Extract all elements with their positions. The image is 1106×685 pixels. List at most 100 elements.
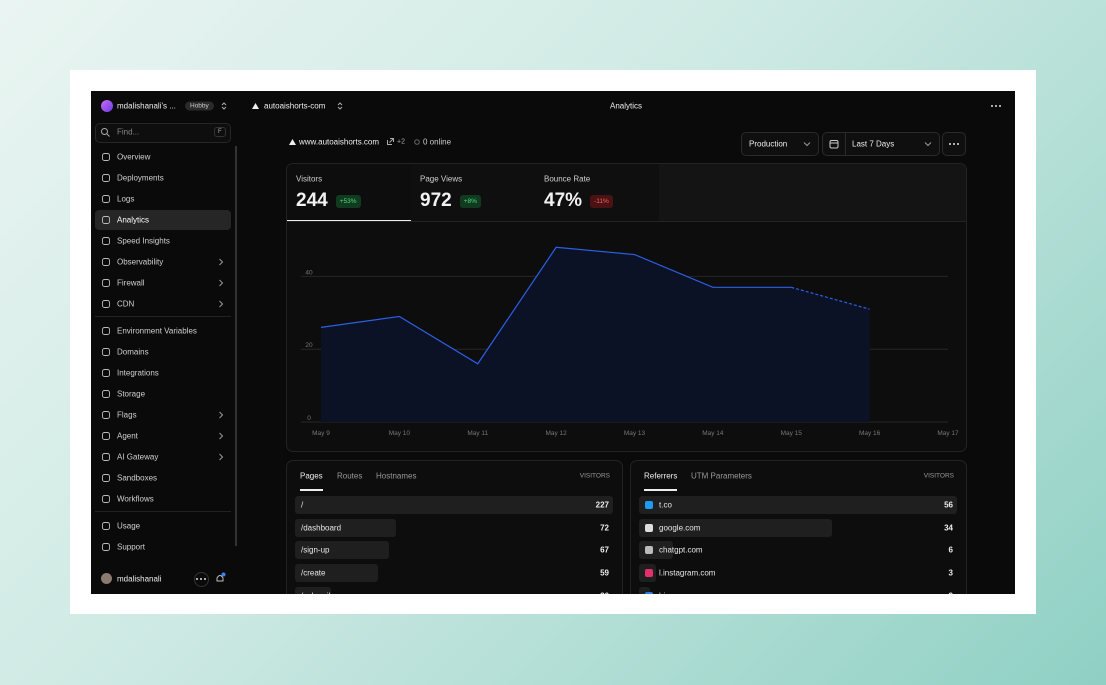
stat-value: 244 [296,190,328,211]
row-label[interactable]: t.co [659,500,672,510]
stat-tab[interactable]: Bounce Rate 47% -11% [535,164,659,221]
separator [95,316,231,317]
pages-panel: Pages Routes Hostnames VISITORS / 227/dashboa… [286,460,623,594]
icon-shape [102,495,110,503]
more-icon [196,578,206,580]
nav-item[interactable]: Workflows [117,494,154,504]
badge [221,572,226,577]
nav-item[interactable]: Deployments [117,173,164,183]
stat-label: Page Views [420,174,463,184]
list-tab[interactable]: Referrers [644,471,678,481]
x-tick-label: May 13 [624,430,646,437]
list-tab[interactable]: Pages [300,471,323,481]
nav-item[interactable]: Firewall [117,278,145,288]
list-tab[interactable]: Hostnames [376,471,417,481]
row-bar [639,541,674,560]
row-label[interactable]: google.com [659,523,701,533]
chevron [924,142,932,147]
date-range-select[interactable]: Last 7 Days [822,132,940,156]
row-label[interactable]: / [301,500,304,510]
row-label[interactable]: l.instagram.com [659,568,716,578]
arrow [387,138,394,145]
row-label[interactable]: /subscribe [301,591,337,594]
stat-tab[interactable]: Page Views 972 +8% [411,164,535,221]
nav-icon [102,432,110,440]
chevron [219,432,224,440]
line-partial [791,286,870,310]
nav-item[interactable]: Analytics [117,215,150,225]
row-bar [639,518,833,537]
search-box[interactable] [95,123,231,143]
nav-item[interactable]: Support [117,542,146,552]
site-domain[interactable]: www.autoaishorts.com [299,137,380,147]
x-tick-label: May 12 [545,430,567,437]
nav-item[interactable]: Domains [117,347,149,357]
nav-item[interactable]: Environment Variables [117,326,197,336]
row-value: 26 [600,591,609,594]
chevron [219,279,224,287]
row-icon [645,523,653,532]
divider [845,133,846,155]
row-icon [645,546,653,555]
icon-shape [102,453,110,461]
nav-icon [102,195,110,203]
row-label[interactable]: /sign-up [301,545,330,555]
page-title: Analytics [609,101,643,111]
stat-value: 47% [544,190,583,211]
nav-item[interactable]: Observability [117,257,164,267]
nav-icon [102,348,110,356]
nav-item[interactable]: Flags [117,410,137,420]
environment-select[interactable]: Production [741,132,819,156]
stat-value: 972 [420,190,452,211]
x-tick-label: May 10 [389,430,411,437]
row-label[interactable]: /create [301,568,326,578]
user-menu[interactable] [194,572,209,587]
chevron-icon [219,300,224,308]
nav-item[interactable]: Integrations [117,368,159,378]
nav-item[interactable]: Usage [117,521,141,531]
nav-item[interactable]: CDN [117,299,135,309]
list-tab[interactable]: Routes [337,471,363,481]
plan-badge: Hobby [185,101,214,111]
nav-icon [102,369,110,377]
nav-item[interactable]: Logs [117,194,135,204]
row-bar [295,496,613,514]
nav-item[interactable]: Agent [117,431,138,441]
lens [101,128,108,135]
list-tab[interactable]: UTM Parameters [691,471,752,481]
referrers-panel: Referrers UTM Parameters VISITORS t.co 56 goo… [630,460,967,594]
row-bar [639,586,651,594]
user-name[interactable]: mdalishanali [117,574,162,584]
icon-shape [102,432,110,440]
icon-shape [102,348,110,356]
nav-item[interactable]: Sandboxes [117,473,158,483]
x-tick-label: May 16 [859,430,881,437]
nav-icon [102,390,110,398]
stat-tab[interactable]: Visitors 244 +53% [287,164,411,221]
site-extra: +2 [397,138,405,146]
search-icon [101,128,110,137]
nav-icon [102,300,110,308]
nav-item[interactable]: AI Gateway [117,452,159,462]
row-label[interactable]: bing.com [659,591,691,594]
more-button[interactable] [942,132,966,156]
chevron [221,102,227,110]
status [414,139,420,145]
scrollbar [235,146,237,546]
project-name[interactable]: autoaishorts-com [264,101,326,111]
team-name[interactable]: mdalishanali's ... [117,101,176,111]
row-value: 34 [944,523,953,533]
stats-panel: Visitors 244 +53% Page Views 972 +8% Bounce Ra… [286,163,967,452]
x-tick-label: May 17 [937,430,959,437]
row-bar [295,586,332,594]
user-avatar [101,573,112,584]
row-label[interactable]: chatgpt.com [659,545,703,555]
nav-item[interactable]: Storage [117,389,146,399]
nav-item[interactable]: Speed Insights [117,236,170,246]
row-value: 6 [948,545,953,555]
row-label[interactable]: /dashboard [301,523,342,533]
calendar [829,140,839,149]
chevron-icon [219,279,224,287]
nav-icon [102,258,110,266]
nav-item[interactable]: Overview [117,152,151,162]
